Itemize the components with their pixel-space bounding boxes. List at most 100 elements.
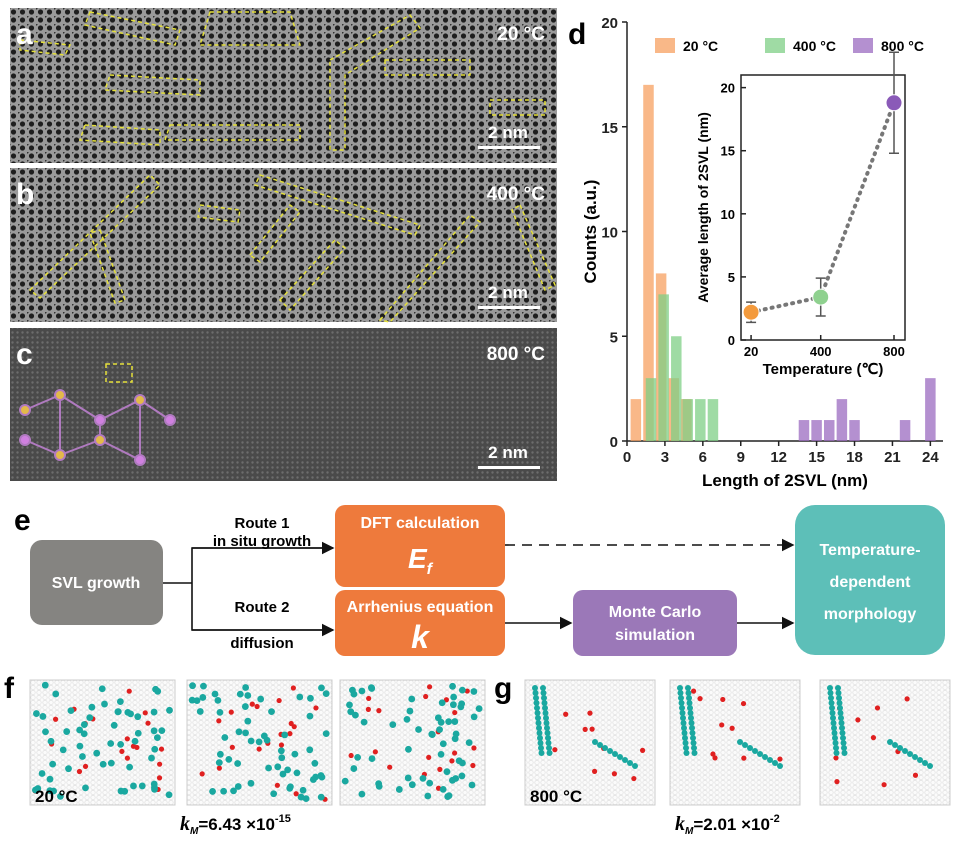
- bar: [811, 420, 822, 441]
- vacancy-line: [622, 757, 628, 763]
- vacancy-cluster: [199, 694, 206, 701]
- x-axis-label: Length of 2SVL (nm): [702, 471, 868, 490]
- vacancy-cluster: [118, 788, 125, 795]
- adatom: [159, 746, 164, 751]
- x-tick-label: 800: [883, 344, 905, 359]
- vacancy-cluster: [428, 731, 435, 738]
- vacancy-cluster: [307, 695, 314, 702]
- legend-swatch: [765, 38, 785, 53]
- y-tick-label: 20: [601, 15, 618, 32]
- vacancy-cluster: [471, 713, 478, 720]
- vacancy-cluster: [212, 691, 219, 698]
- vacancy-cluster: [244, 718, 251, 725]
- adatom: [834, 779, 839, 784]
- adatom: [292, 724, 297, 729]
- y-axis-label: Counts (a.u.): [581, 180, 600, 284]
- vacancy-cluster: [445, 718, 452, 725]
- vacancy-cluster: [354, 754, 361, 761]
- vacancy-cluster: [217, 751, 224, 758]
- adatom: [426, 755, 431, 760]
- vacancy-line: [887, 739, 893, 745]
- adatom: [905, 696, 910, 701]
- vacancy-cluster: [107, 740, 114, 747]
- adatom: [697, 696, 702, 701]
- node-text: Arrhenius equation: [347, 599, 494, 616]
- adatom: [587, 711, 592, 716]
- vacancy-line: [767, 757, 773, 763]
- adatom: [250, 702, 255, 707]
- vacancy-cluster: [79, 753, 86, 760]
- vacancy-line: [627, 760, 633, 766]
- adatom: [427, 684, 432, 689]
- adatom: [437, 767, 442, 772]
- vacancy-line: [742, 742, 748, 748]
- vacancy-line: [597, 742, 603, 748]
- panel-label: d: [568, 18, 586, 51]
- vacancy-cluster: [323, 690, 330, 697]
- vacancy-cluster: [220, 788, 227, 795]
- vacancy-cluster: [261, 733, 268, 740]
- adatom: [145, 721, 150, 726]
- vacancy-cluster: [108, 760, 115, 767]
- vacancy-cluster: [311, 760, 318, 767]
- adatom: [640, 748, 645, 753]
- vacancy-cluster: [351, 691, 358, 698]
- adatom: [741, 701, 746, 706]
- vacancy-cluster: [265, 765, 272, 772]
- legend-label: 400 °C: [793, 38, 836, 54]
- y-tick-label: 0: [728, 333, 735, 348]
- node-text: dependent: [830, 574, 912, 591]
- vacancy-line: [692, 750, 698, 756]
- vacancy-cluster: [420, 775, 427, 782]
- adatom: [83, 764, 88, 769]
- adatom: [229, 710, 234, 715]
- vacancy-cluster: [33, 710, 40, 717]
- vacancy-cluster: [248, 738, 255, 745]
- scale-label: 2 nm: [488, 283, 528, 302]
- scale-bar: [478, 306, 540, 309]
- adatom: [254, 704, 259, 709]
- vacancy-line: [592, 739, 598, 745]
- scale-label: 2 nm: [488, 123, 528, 142]
- adatom: [470, 763, 475, 768]
- vacancy-cluster: [42, 682, 49, 689]
- tem-image: [10, 168, 557, 322]
- symbol: k: [411, 619, 431, 655]
- vacancy-cluster: [225, 756, 232, 763]
- vacancy-line: [747, 745, 753, 751]
- temperature-label: 800 °C: [530, 787, 582, 806]
- vacancy-cluster: [134, 713, 141, 720]
- y-tick-label: 20: [721, 81, 735, 96]
- vacancy-line: [737, 739, 743, 745]
- temperature-label: 400 °C: [487, 184, 546, 205]
- vacancy-cluster: [296, 694, 303, 701]
- vacancy-cluster: [158, 727, 165, 734]
- x-tick-label: 15: [808, 449, 825, 466]
- adatom: [134, 745, 139, 750]
- vacancy-cluster: [303, 795, 310, 802]
- vacancy-cluster: [368, 684, 375, 691]
- adatom: [53, 717, 58, 722]
- vacancy-cluster: [407, 708, 414, 715]
- vacancy-cluster: [117, 741, 124, 748]
- adatom: [279, 742, 284, 747]
- scale-bar: [478, 466, 540, 469]
- adatom: [871, 735, 876, 740]
- vacancy-cluster: [440, 740, 447, 747]
- vacancy-cluster: [405, 746, 412, 753]
- adatom: [277, 698, 282, 703]
- x-tick-label: 20: [744, 344, 758, 359]
- vacancy-cluster: [318, 794, 325, 801]
- point: [743, 304, 759, 320]
- vacancy-cluster: [93, 750, 100, 757]
- vacancy-cluster: [318, 684, 325, 691]
- vacancy-line: [607, 748, 613, 754]
- vacancy-cluster: [242, 703, 249, 710]
- vacancy-cluster: [438, 751, 445, 758]
- vacancy-cluster: [466, 739, 473, 746]
- vacancy-cluster: [88, 704, 95, 711]
- vacancy-cluster: [151, 746, 158, 753]
- temperature-label: 20 °C: [35, 787, 78, 806]
- vacancy-cluster: [278, 754, 285, 761]
- y-tick-label: 10: [721, 207, 735, 222]
